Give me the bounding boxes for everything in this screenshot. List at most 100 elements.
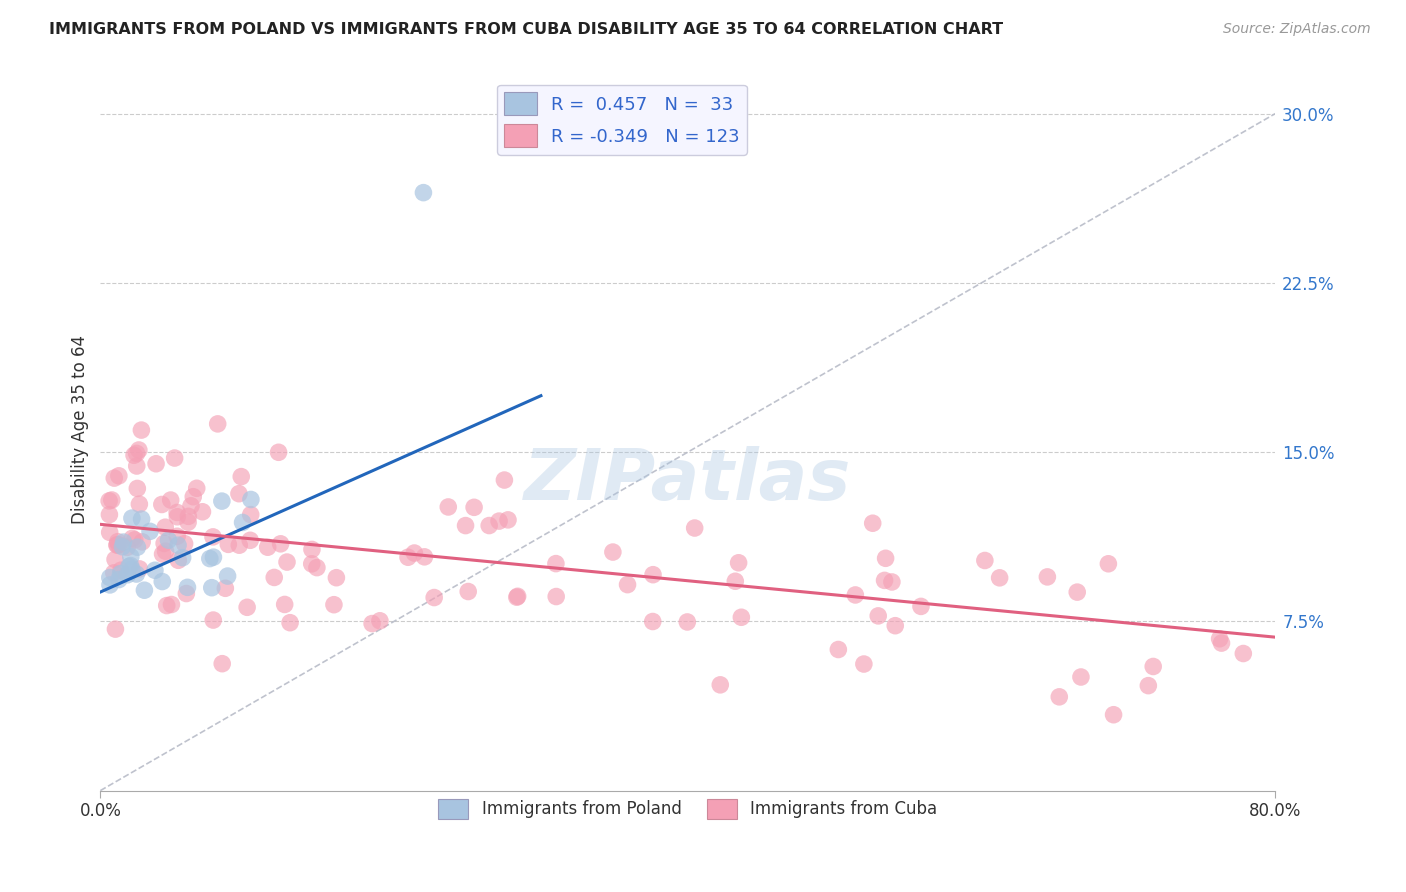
Point [101, 493, 124, 508]
Point [110, 566, 132, 581]
Point [641, 567, 664, 582]
Point [128, 562, 150, 576]
Point [423, 591, 446, 605]
Point [155, 544, 177, 558]
Point [131, 512, 153, 526]
Point [177, 509, 200, 524]
Point [112, 535, 135, 549]
Point [641, 615, 664, 629]
Point [166, 509, 188, 524]
Point [496, 513, 519, 527]
Point [873, 574, 896, 588]
Text: ZIPatlas: ZIPatlas [524, 446, 852, 515]
Point [239, 492, 262, 507]
Point [156, 599, 179, 613]
Point [173, 537, 195, 551]
Point [676, 615, 699, 629]
Point [231, 469, 253, 483]
Point [166, 505, 188, 519]
Point [301, 557, 323, 571]
Point [273, 598, 295, 612]
Point [152, 547, 174, 561]
Point [1211, 636, 1233, 650]
Point [167, 553, 190, 567]
Point [412, 186, 434, 200]
Point [122, 448, 145, 462]
Point [1066, 585, 1088, 599]
Point [546, 590, 568, 604]
Point [1232, 647, 1254, 661]
Point [108, 468, 131, 483]
Point [506, 589, 529, 603]
Point [301, 542, 323, 557]
Point [159, 493, 181, 508]
Point [323, 598, 346, 612]
Point [228, 486, 250, 500]
Point [103, 471, 125, 485]
Point [278, 615, 301, 630]
Point [111, 540, 134, 554]
Point [121, 563, 143, 577]
Point [145, 457, 167, 471]
Point [463, 500, 485, 515]
Point [973, 553, 995, 567]
Point [134, 583, 156, 598]
Point [118, 559, 141, 574]
Point [201, 581, 224, 595]
Point [709, 678, 731, 692]
Point [108, 573, 131, 587]
Point [506, 591, 529, 605]
Point [875, 551, 897, 566]
Point [163, 451, 186, 466]
Point [198, 551, 221, 566]
Point [239, 508, 262, 522]
Point [263, 570, 285, 584]
Point [217, 569, 239, 583]
Text: Source: ZipAtlas.com: Source: ZipAtlas.com [1223, 22, 1371, 37]
Point [107, 534, 129, 549]
Point [150, 574, 173, 589]
Point [160, 598, 183, 612]
Point [827, 642, 849, 657]
Point [166, 529, 188, 543]
Point [361, 616, 384, 631]
Point [267, 445, 290, 459]
Point [167, 538, 190, 552]
Point [1070, 670, 1092, 684]
Point [844, 588, 866, 602]
Point [124, 533, 146, 547]
Point [211, 657, 233, 671]
Point [125, 458, 148, 473]
Point [868, 608, 890, 623]
Point [201, 530, 224, 544]
Point [131, 534, 153, 549]
Point [602, 545, 624, 559]
Point [180, 499, 202, 513]
Point [270, 537, 292, 551]
Point [207, 417, 229, 431]
Point [862, 516, 884, 531]
Point [454, 518, 477, 533]
Point [117, 567, 139, 582]
Point [98, 494, 121, 508]
Point [150, 498, 173, 512]
Point [217, 537, 239, 551]
Point [910, 599, 932, 614]
Point [437, 500, 460, 514]
Point [181, 490, 204, 504]
Point [153, 536, 176, 550]
Point [98, 570, 121, 584]
Point [104, 552, 127, 566]
Y-axis label: Disability Age 35 to 64: Disability Age 35 to 64 [72, 335, 89, 524]
Point [186, 481, 208, 495]
Point [236, 600, 259, 615]
Point [121, 531, 143, 545]
Point [413, 549, 436, 564]
Point [104, 622, 127, 636]
Point [1047, 690, 1070, 704]
Point [125, 567, 148, 582]
Point [98, 525, 121, 540]
Point [120, 549, 142, 564]
Point [121, 511, 143, 525]
Point [155, 520, 177, 534]
